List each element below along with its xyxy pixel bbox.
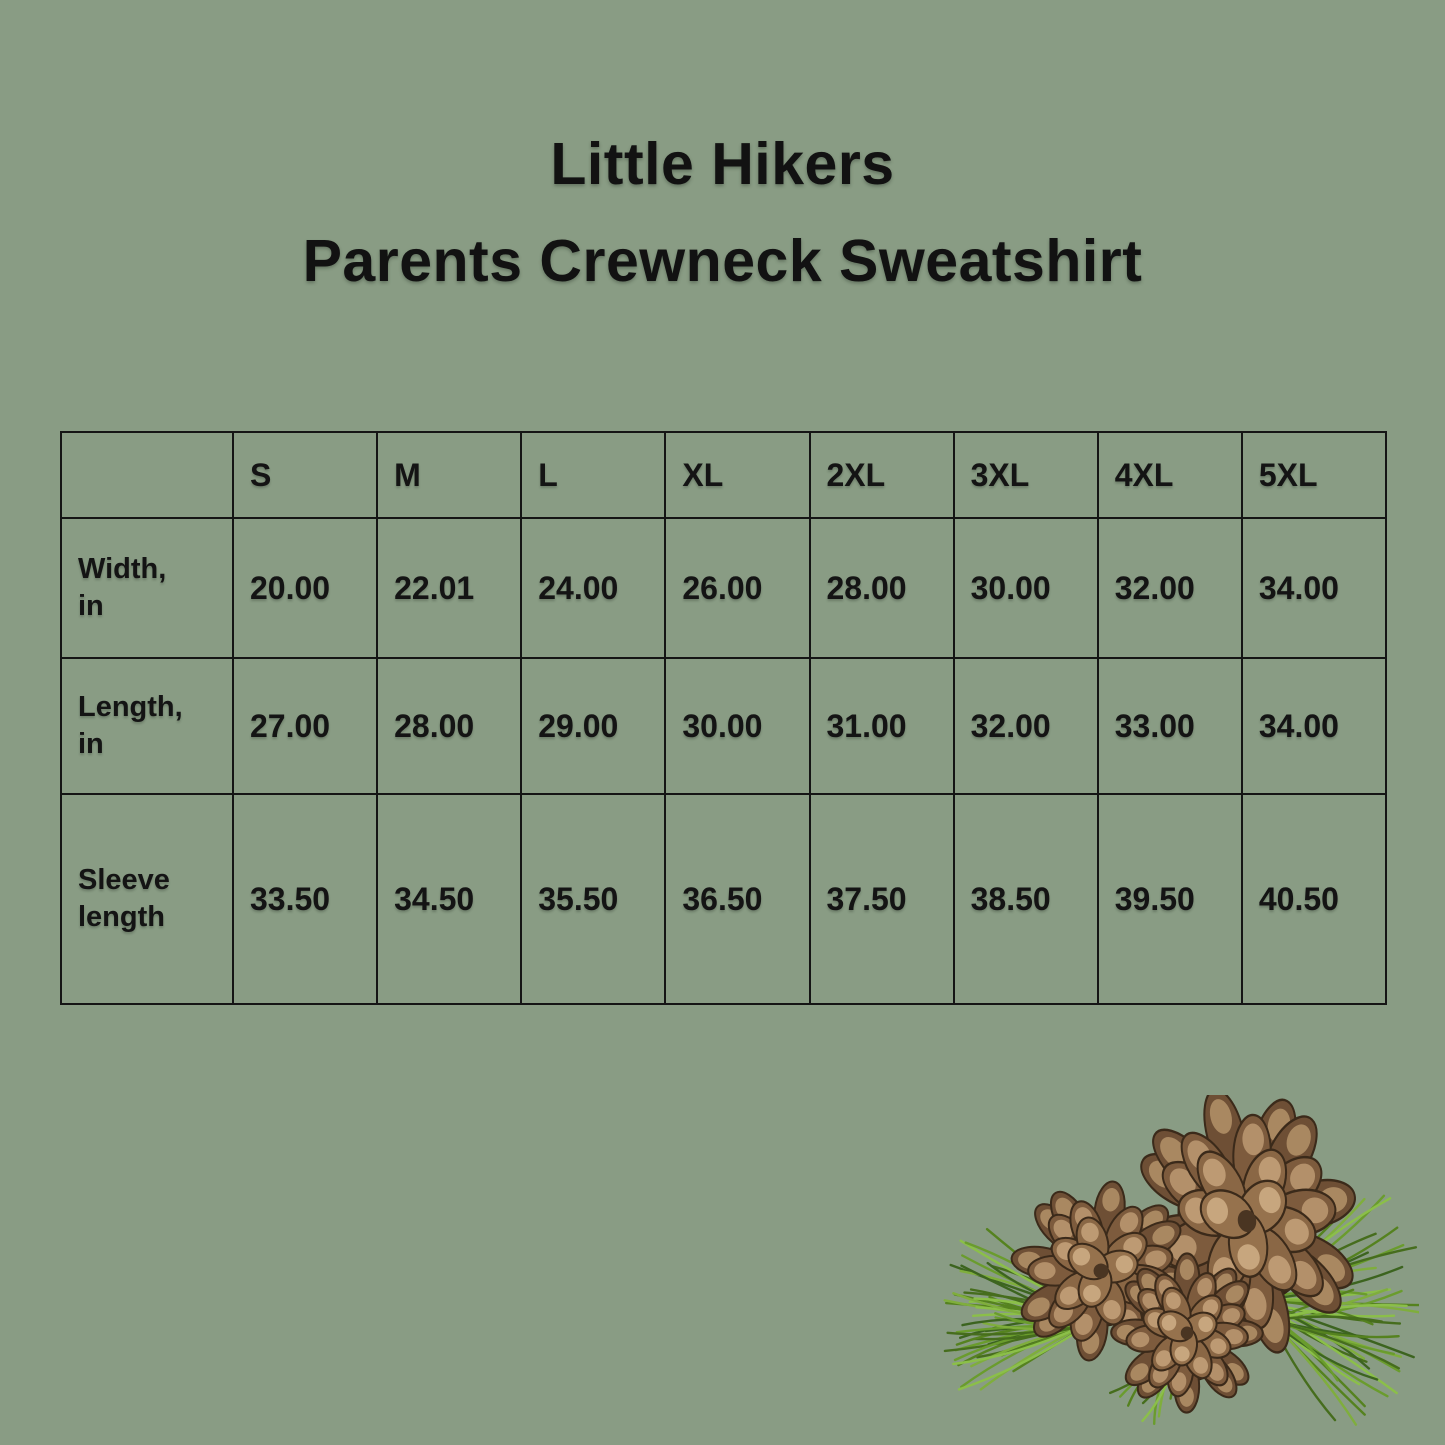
row-label-length: Length, in [60, 657, 234, 795]
pinecones-image [925, 1088, 1423, 1439]
table-cell: 30.00 [952, 517, 1099, 659]
table-cell: 20.00 [231, 517, 379, 659]
column-header-5xl: 5XL [1240, 431, 1388, 519]
table-cell: 31.00 [808, 657, 955, 795]
table-cell: 27.00 [231, 657, 379, 795]
column-header-4xl: 4XL [1096, 431, 1243, 519]
table-cell: 34.50 [376, 793, 523, 1005]
column-header-xl: XL [664, 431, 811, 519]
corner-cell [60, 431, 234, 519]
table-cell: 34.00 [1240, 517, 1388, 659]
pinecones-illustration [943, 1088, 1423, 1426]
table-header-row: S M L XL 2XL 3XL 4XL 5XL [60, 431, 1388, 519]
table-cell: 24.00 [520, 517, 667, 659]
table-cell: 26.00 [664, 517, 811, 659]
page-title-line1: Little Hikers [550, 131, 895, 197]
table-row-width: Width, in 20.00 22.01 24.00 26.00 28.00 … [60, 517, 1388, 659]
table-cell: 33.00 [1096, 657, 1243, 795]
column-header-3xl: 3XL [952, 431, 1099, 519]
table-cell: 22.01 [376, 517, 523, 659]
column-header-s: S [231, 431, 379, 519]
page-title-line2: Parents Crewneck Sweatshirt [302, 228, 1143, 294]
column-header-m: M [376, 431, 523, 519]
table-cell: 40.50 [1240, 793, 1388, 1005]
table-cell: 29.00 [520, 657, 667, 795]
column-header-l: L [520, 431, 667, 519]
page-title: Little Hikers Parents Crewneck Sweatshir… [0, 116, 1445, 310]
table-cell: 33.50 [231, 793, 379, 1005]
table-cell: 34.00 [1240, 657, 1388, 795]
table-row-sleeve: Sleeve length 33.50 34.50 35.50 36.50 37… [60, 793, 1388, 1005]
table-cell: 37.50 [808, 793, 955, 1005]
table-cell: 30.00 [664, 657, 811, 795]
row-label-sleeve: Sleeve length [60, 793, 234, 1005]
table-cell: 39.50 [1096, 793, 1243, 1005]
table-cell: 32.00 [1096, 517, 1243, 659]
table-cell: 28.00 [808, 517, 955, 659]
table-row-length: Length, in 27.00 28.00 29.00 30.00 31.00… [60, 657, 1388, 795]
table-cell: 36.50 [664, 793, 811, 1005]
column-header-2xl: 2XL [808, 431, 955, 519]
table-cell: 28.00 [376, 657, 523, 795]
size-chart-table: S M L XL 2XL 3XL 4XL 5XL Width, in 20.00… [60, 431, 1388, 1005]
table-cell: 32.00 [952, 657, 1099, 795]
table-cell: 38.50 [952, 793, 1099, 1005]
row-label-width: Width, in [60, 517, 234, 659]
table-cell: 35.50 [520, 793, 667, 1005]
